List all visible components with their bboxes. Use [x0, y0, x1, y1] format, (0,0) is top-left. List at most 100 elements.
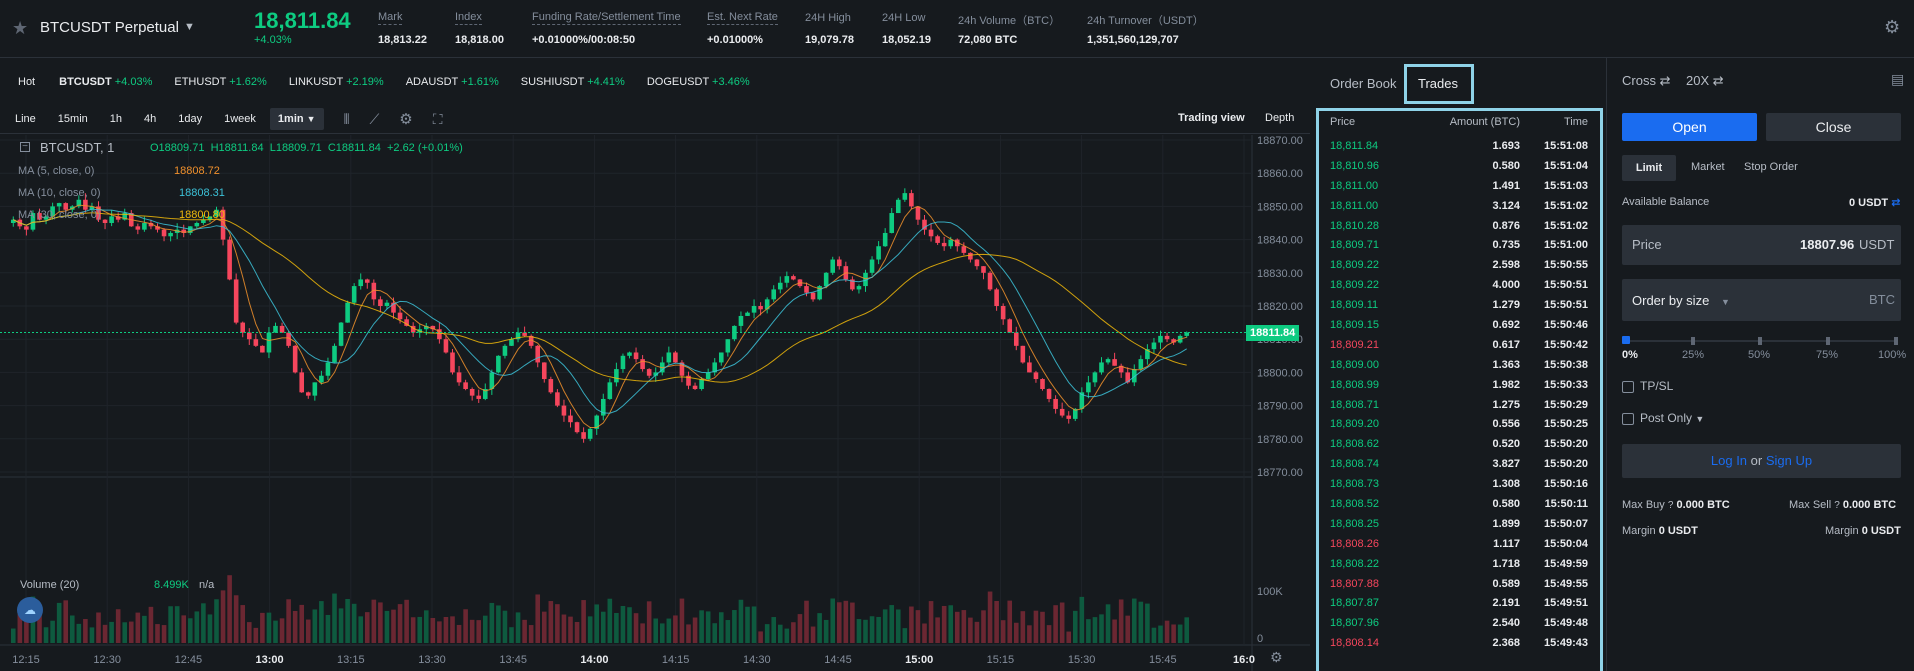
candle [358, 279, 364, 287]
settings-icon[interactable]: ⚙ [399, 111, 413, 128]
interval-4h[interactable]: 4h [144, 113, 157, 125]
trade-amount: 2.191 [1492, 597, 1520, 610]
slider-mark-75[interactable] [1826, 337, 1830, 345]
trade-row: 18,808.14 2.368 15:49:43 [1319, 633, 1600, 653]
reset-chart-icon[interactable]: ⚙ [1270, 649, 1283, 665]
trade-amount: 0.556 [1492, 418, 1520, 431]
ticker-item-sushiusdt[interactable]: SUSHIUSDT +4.41% [520, 76, 625, 88]
ticker-item-linkusdt[interactable]: LINKUSDT +2.19% [288, 76, 384, 88]
ticker-item-ethusdt[interactable]: ETHUSDT +1.62% [174, 76, 267, 88]
volume-bar [168, 606, 173, 643]
ticker-item-btcusdt[interactable]: BTCUSDT +4.03% [59, 76, 153, 88]
volume-bar [299, 604, 305, 643]
candle [332, 345, 337, 363]
open-button[interactable]: Open [1622, 113, 1757, 141]
fullscreen-icon[interactable]: ⛶ [432, 110, 443, 127]
volume-bar [561, 614, 567, 643]
interval-15min[interactable]: 15min [57, 113, 88, 125]
login-link[interactable]: Log In [1710, 453, 1748, 468]
order-type-stop[interactable]: Stop Order [1744, 161, 1798, 173]
candle [666, 352, 672, 363]
gear-icon[interactable]: ⚙ [1884, 17, 1901, 37]
trade-time: 15:51:03 [1543, 179, 1588, 192]
trade-row: 18,808.62 0.520 15:50:20 [1319, 434, 1600, 454]
candle [155, 226, 160, 230]
volume-bar [96, 612, 101, 643]
volume-bar [463, 609, 468, 643]
slider-handle[interactable] [1622, 336, 1630, 344]
slider-mark-25[interactable] [1691, 337, 1695, 345]
ma30-label[interactable]: MA (30, close, 0) [18, 209, 101, 221]
stat-high-label: 24H High [805, 12, 851, 24]
chart-svg[interactable]: 18870.00 18860.00 18850.00 18840.00 18830.00… [0, 135, 1310, 671]
candle [463, 382, 468, 389]
app-logo-icon[interactable]: ☁ [17, 597, 43, 623]
size-slider[interactable]: 0% 25% 50% 75% 100% [1622, 336, 1906, 366]
post-only-dropdown[interactable]: Post Only ▼ [1640, 411, 1705, 425]
close-button[interactable]: Close [1766, 113, 1901, 141]
interval-1day[interactable]: 1day [178, 113, 203, 125]
ma5-value: 18808.72 [174, 165, 220, 177]
volume-bar [476, 620, 482, 643]
help-icon[interactable]: ? [1667, 500, 1674, 511]
chevron-down-icon[interactable]: ▼ [184, 21, 195, 33]
candle [1040, 379, 1045, 389]
price-input[interactable]: Price 18807.96 USDT [1622, 225, 1901, 265]
trade-price: 18,809.00 [1330, 358, 1379, 371]
tab-trades[interactable] [1404, 64, 1474, 104]
symbol-title[interactable]: BTCUSDT Perpetual [40, 19, 179, 36]
candle [207, 216, 213, 220]
volume-bar [869, 616, 875, 643]
volume-bar [345, 598, 350, 643]
volume-bar [56, 602, 62, 643]
transfer-icon[interactable]: ⇄ [1891, 197, 1901, 209]
order-by-size-dropdown[interactable]: Order by size ▼ [1632, 293, 1730, 308]
candle [1112, 359, 1117, 366]
max-buy: Max Buy ? 0.000 BTC [1622, 499, 1730, 511]
tpsl-checkbox[interactable] [1622, 381, 1634, 393]
volume-bar [174, 606, 180, 643]
candlestick-chart[interactable]: 18870.00 18860.00 18850.00 18840.00 18830.00… [0, 135, 1310, 671]
order-type-market[interactable]: Market [1691, 161, 1725, 173]
size-input[interactable]: Order by size ▼ BTC [1622, 279, 1901, 321]
ticker-item-dogeusdt[interactable]: DOGEUSDT +3.46% [646, 76, 750, 88]
calculator-icon[interactable]: ▤ [1891, 71, 1905, 87]
interval-1week[interactable]: 1week [224, 113, 256, 125]
volume-label[interactable]: Volume (20) [20, 579, 80, 591]
star-icon[interactable]: ★ [12, 18, 29, 38]
candle [535, 345, 541, 363]
collapse-legend-icon[interactable]: − [20, 142, 30, 152]
y-tick-label: 18780.00 [1257, 434, 1303, 446]
trade-price: 18,808.73 [1330, 478, 1379, 491]
trading-view-tab[interactable]: Trading view [1178, 112, 1245, 124]
order-type-limit[interactable]: Limit [1622, 155, 1676, 181]
candle [1020, 345, 1026, 363]
trade-row: 18,807.96 2.540 15:49:48 [1319, 613, 1600, 633]
slider-mark-50[interactable] [1758, 337, 1762, 345]
trade-time: 15:50:16 [1543, 478, 1588, 491]
interval-line[interactable]: Line [15, 113, 36, 125]
signup-link[interactable]: Sign Up [1765, 453, 1813, 468]
help-icon[interactable]: ? [1834, 500, 1840, 511]
trade-row: 18,808.25 1.899 15:50:07 [1319, 514, 1600, 534]
interval-dropdown[interactable]: 1min ▼ [269, 108, 324, 130]
ma5-label[interactable]: MA (5, close, 0) [18, 165, 95, 177]
tpsl-label[interactable]: TP/SL [1640, 379, 1674, 393]
ticker-item-adausdt[interactable]: ADAUSDT +1.61% [405, 76, 499, 88]
trade-price: 18,808.74 [1330, 458, 1379, 471]
post-only-checkbox[interactable] [1622, 413, 1634, 425]
candle-type-icon[interactable]: ⫴ [343, 110, 350, 127]
volume-bar [469, 619, 475, 643]
trade-row: 18,809.15 0.692 15:50:46 [1319, 315, 1600, 335]
tab-order-book[interactable]: Order Book [1330, 76, 1397, 91]
trade-price: 18,808.26 [1330, 537, 1379, 550]
ma10-label[interactable]: MA (10, close, 0) [18, 187, 101, 199]
indicator-icon[interactable]: ⟋ [369, 110, 380, 127]
depth-tab[interactable]: Depth [1265, 112, 1295, 124]
leverage-button[interactable]: 20X ⇄ [1686, 73, 1724, 88]
candle [1125, 372, 1131, 383]
slider-mark-100[interactable] [1894, 337, 1898, 345]
interval-1h[interactable]: 1h [109, 113, 123, 125]
margin-mode-button[interactable]: Cross ⇄ [1622, 73, 1671, 88]
volume-bar [391, 609, 396, 643]
